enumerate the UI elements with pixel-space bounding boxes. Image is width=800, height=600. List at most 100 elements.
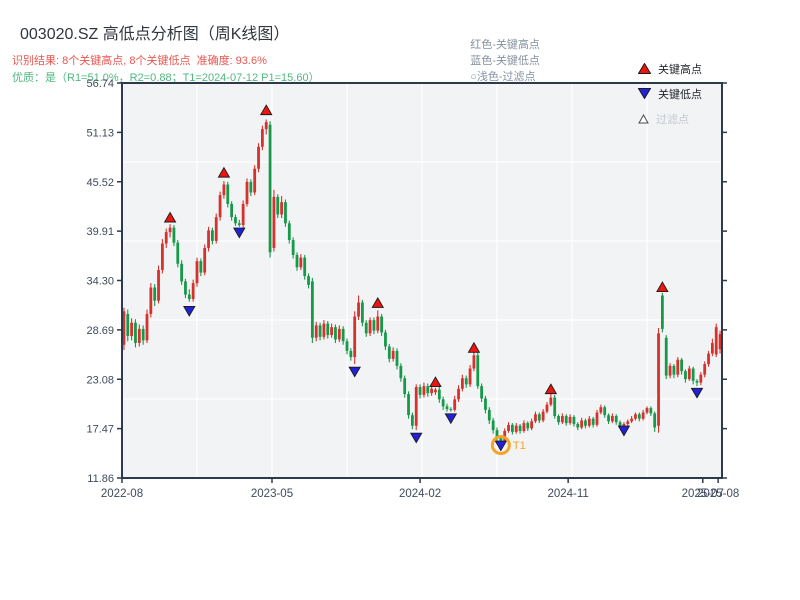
y-axis-tick-label: 28.69 (86, 325, 114, 337)
candle (503, 431, 507, 441)
x-axis-tick-label: 2024-02 (399, 488, 441, 500)
legend-item-filtered: 过滤点 (638, 106, 702, 131)
candle (710, 342, 714, 354)
candle (160, 243, 164, 270)
candle (687, 368, 691, 380)
x-axis-tick-label: 2025-08 (697, 488, 739, 500)
x-axis-tick-label: 2025-07 (682, 488, 724, 500)
x-axis-tick-label: 2022-08 (101, 488, 143, 500)
color-note-red: 红色-关键高点 (470, 39, 540, 51)
candle (314, 325, 318, 338)
candle (714, 327, 718, 355)
key-low-marker (690, 387, 704, 399)
candle (395, 350, 399, 366)
candle (414, 386, 418, 426)
candle (407, 394, 410, 416)
candle (153, 287, 157, 301)
key-high-marker (544, 383, 558, 395)
candle (210, 230, 214, 241)
candle (287, 223, 291, 241)
candle (149, 287, 153, 314)
candle (222, 184, 226, 196)
color-note-row: 红色-关键高点 蓝色-关键低点 ○浅色-过滤点 (458, 24, 554, 96)
candle (122, 311, 126, 345)
candle (230, 203, 234, 218)
candle (576, 423, 580, 428)
y-axis-tick-label: 56.74 (86, 78, 114, 90)
candle (495, 430, 499, 439)
candle (257, 146, 260, 169)
outline-triangle-icon (638, 113, 649, 123)
candle (157, 269, 160, 301)
candle (203, 247, 207, 273)
candle (457, 388, 460, 400)
candle (341, 328, 345, 342)
candle (434, 389, 437, 393)
candle (322, 323, 326, 337)
candle (464, 378, 468, 385)
candle (537, 414, 541, 421)
candle (584, 420, 587, 426)
candle (326, 323, 330, 336)
candle (510, 424, 514, 432)
candle (253, 168, 257, 193)
y-axis-tick-label: 17.47 (86, 424, 114, 436)
candle (237, 223, 241, 226)
y-axis-tick-label: 23.08 (86, 374, 114, 386)
candle (260, 129, 264, 147)
key-low-marker (617, 425, 631, 437)
candle (410, 415, 414, 426)
candle (660, 295, 664, 329)
candle (430, 388, 434, 394)
candle (280, 202, 284, 215)
up-triangle-icon (638, 63, 651, 74)
candle (184, 281, 187, 295)
candle (530, 421, 534, 429)
candle (460, 378, 464, 389)
candle (599, 407, 603, 413)
candle (199, 261, 203, 273)
candle (191, 283, 195, 299)
candle (360, 302, 364, 323)
candle (403, 378, 407, 395)
candle (245, 181, 249, 204)
candle (699, 374, 703, 383)
filtered-marker-ring (490, 435, 511, 456)
y-axis-tick-label: 39.91 (86, 226, 114, 238)
candle (614, 416, 618, 423)
candle (707, 353, 710, 365)
candle (703, 364, 707, 375)
legend-label: 关键低点 (658, 88, 702, 101)
candle (218, 195, 222, 218)
candle (307, 276, 310, 285)
candle (422, 386, 426, 395)
candle (303, 257, 307, 277)
candle (603, 407, 607, 416)
quality-text: 优质：是（R1=51.0%，R2=0.88；T1=2024-07-12 P1=1… (12, 72, 320, 84)
key-high-marker (656, 281, 669, 292)
color-note-filtered: ○浅色-过滤点 (470, 71, 536, 83)
key-low-marker (233, 227, 246, 239)
key-high-marker (467, 341, 481, 353)
candle (276, 196, 280, 215)
candle (580, 420, 584, 428)
candle (484, 398, 487, 410)
key-high-marker (217, 166, 231, 178)
candle (514, 425, 518, 432)
candle (476, 355, 480, 387)
candle (664, 337, 668, 376)
candle (387, 346, 391, 359)
candle (622, 423, 626, 426)
candle (545, 404, 549, 412)
key-low-marker (444, 413, 458, 425)
candle (318, 325, 322, 337)
candle (172, 227, 176, 243)
y-axis-tick-label: 11.86 (87, 473, 114, 485)
candle (418, 386, 422, 395)
key-high-marker (371, 296, 385, 308)
candle (549, 397, 553, 405)
candle (491, 420, 495, 431)
candle (176, 242, 180, 264)
